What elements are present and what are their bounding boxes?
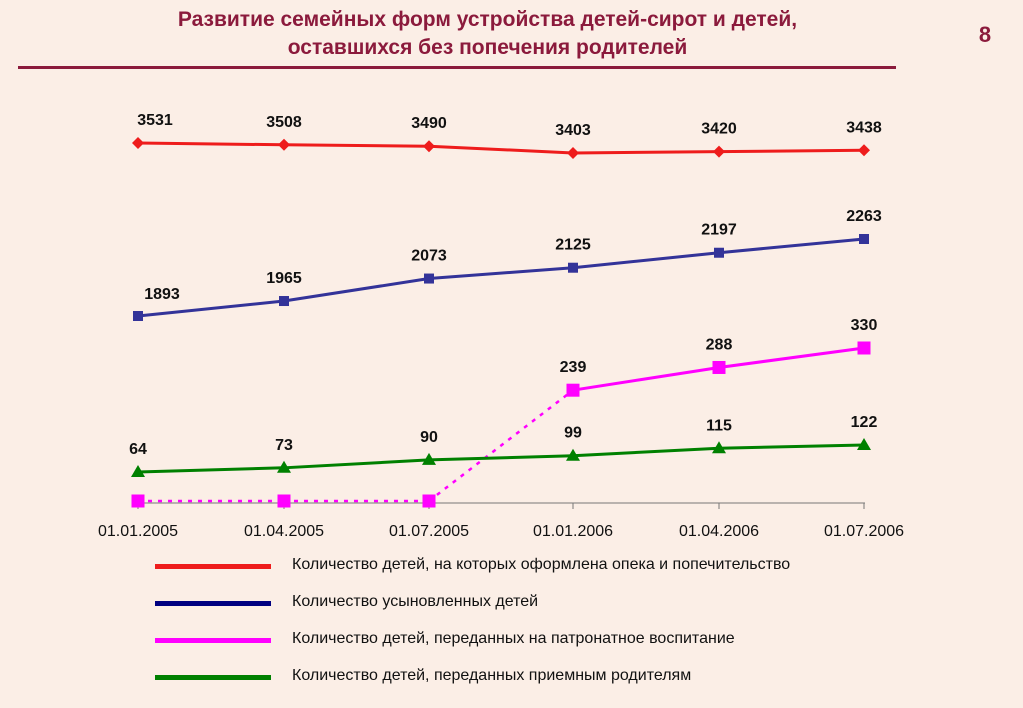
data-label: 2073	[411, 248, 447, 265]
data-point-adoption	[714, 247, 724, 258]
data-point-guardianship	[278, 138, 290, 151]
series-line-segment	[283, 458, 430, 470]
series-line-segment	[572, 365, 720, 392]
data-point-foster-care	[131, 494, 145, 508]
legend-label-adoption: Количество усыновленных детей	[292, 593, 539, 610]
legend-swatch-foster-parents	[155, 675, 271, 680]
series-line-segment	[428, 266, 574, 281]
data-point-adoption	[859, 234, 869, 244]
data-label: 239	[560, 359, 587, 376]
data-label: 3531	[137, 112, 173, 129]
series-line-segment	[283, 143, 430, 148]
series-line-segment	[718, 443, 865, 450]
series-line-segment	[428, 389, 574, 502]
data-label: 330	[851, 317, 878, 334]
data-point-foster-parents	[422, 452, 436, 465]
data-point-foster-care	[566, 383, 580, 397]
data-point-foster-care	[422, 494, 436, 508]
legend-swatch-guardianship	[155, 564, 271, 569]
slide-title: Развитие семейных форм устройства детей-…	[20, 6, 955, 62]
data-label: 90	[420, 429, 438, 446]
legend-label-foster-parents: Количество детей, переданных приемным ро…	[292, 667, 692, 684]
title-divider	[18, 66, 896, 69]
data-label: 3490	[411, 115, 447, 132]
data-point-adoption	[279, 296, 289, 307]
series-line-segment	[718, 346, 865, 369]
series-line-segment	[137, 299, 285, 318]
legend-item-adoption: Количество усыновленных детей	[155, 589, 915, 626]
data-point-guardianship	[567, 147, 579, 159]
x-tick-label: 01.04.2005	[244, 523, 324, 540]
legend-label-foster-care: Количество детей, переданных на патронат…	[292, 630, 735, 647]
data-point-guardianship	[713, 145, 725, 158]
legend-swatch-foster-care	[155, 638, 271, 643]
data-point-adoption	[424, 273, 434, 284]
data-point-foster-parents	[131, 465, 145, 477]
data-label: 2125	[555, 237, 591, 254]
data-label: 73	[275, 437, 293, 454]
legend-label-guardianship: Количество детей, на которых оформлена о…	[292, 556, 791, 573]
series-line-segment	[718, 148, 865, 154]
data-point-guardianship	[132, 137, 144, 149]
series-line-segment	[428, 144, 574, 155]
data-label: 3403	[555, 122, 591, 139]
data-label: 3420	[701, 121, 737, 138]
series-line-segment	[572, 150, 720, 155]
data-point-foster-parents	[277, 460, 291, 473]
data-label: 122	[851, 414, 878, 431]
data-point-foster-care	[712, 360, 726, 374]
series-line-segment	[718, 237, 865, 255]
data-point-foster-care	[277, 494, 291, 508]
x-tick-label: 01.07.2005	[389, 523, 469, 540]
data-point-foster-parents	[566, 448, 580, 461]
series-line-segment	[137, 141, 285, 147]
legend-swatch-adoption	[155, 601, 271, 606]
data-label: 99	[564, 425, 582, 442]
series-line-segment	[428, 454, 574, 462]
data-label: 3438	[846, 119, 882, 136]
data-label: 2197	[701, 222, 737, 239]
x-tick-label: 01.07.2006	[824, 523, 904, 540]
legend-item-guardianship: Количество детей, на которых оформлена о…	[155, 552, 915, 589]
legend-item-foster-care: Количество детей, переданных на патронат…	[155, 626, 915, 663]
title-line-2: оставшихся без попечения родителей	[287, 36, 688, 59]
series-line-segment	[572, 251, 720, 270]
series-line-segment	[137, 466, 285, 474]
data-label: 1893	[144, 286, 180, 303]
data-label: 288	[706, 336, 733, 353]
x-tick-label: 01.01.2005	[98, 523, 178, 540]
series-line-segment	[283, 277, 430, 303]
data-point-adoption	[133, 311, 143, 321]
data-point-foster-parents	[857, 438, 871, 450]
series-line-segment	[572, 446, 720, 458]
x-tick-label: 01.04.2006	[679, 523, 759, 540]
data-point-foster-parents	[712, 441, 726, 454]
legend-item-foster-parents: Количество детей, переданных приемным ро…	[155, 663, 915, 700]
data-label: 1965	[266, 270, 302, 287]
data-label: 3508	[266, 114, 302, 131]
data-point-adoption	[568, 262, 578, 273]
data-point-guardianship	[858, 144, 870, 157]
data-point-foster-care	[857, 341, 871, 355]
x-tick-label: 01.01.2006	[533, 523, 613, 540]
data-label: 64	[129, 441, 147, 458]
page-number: 8	[978, 22, 992, 47]
data-point-guardianship	[423, 140, 435, 153]
title-line-1: Развитие семейных форм устройства детей-…	[177, 8, 798, 31]
chart-legend: Количество детей, на которых оформлена о…	[155, 552, 915, 700]
data-label: 115	[706, 417, 732, 434]
data-label: 2263	[846, 208, 882, 225]
